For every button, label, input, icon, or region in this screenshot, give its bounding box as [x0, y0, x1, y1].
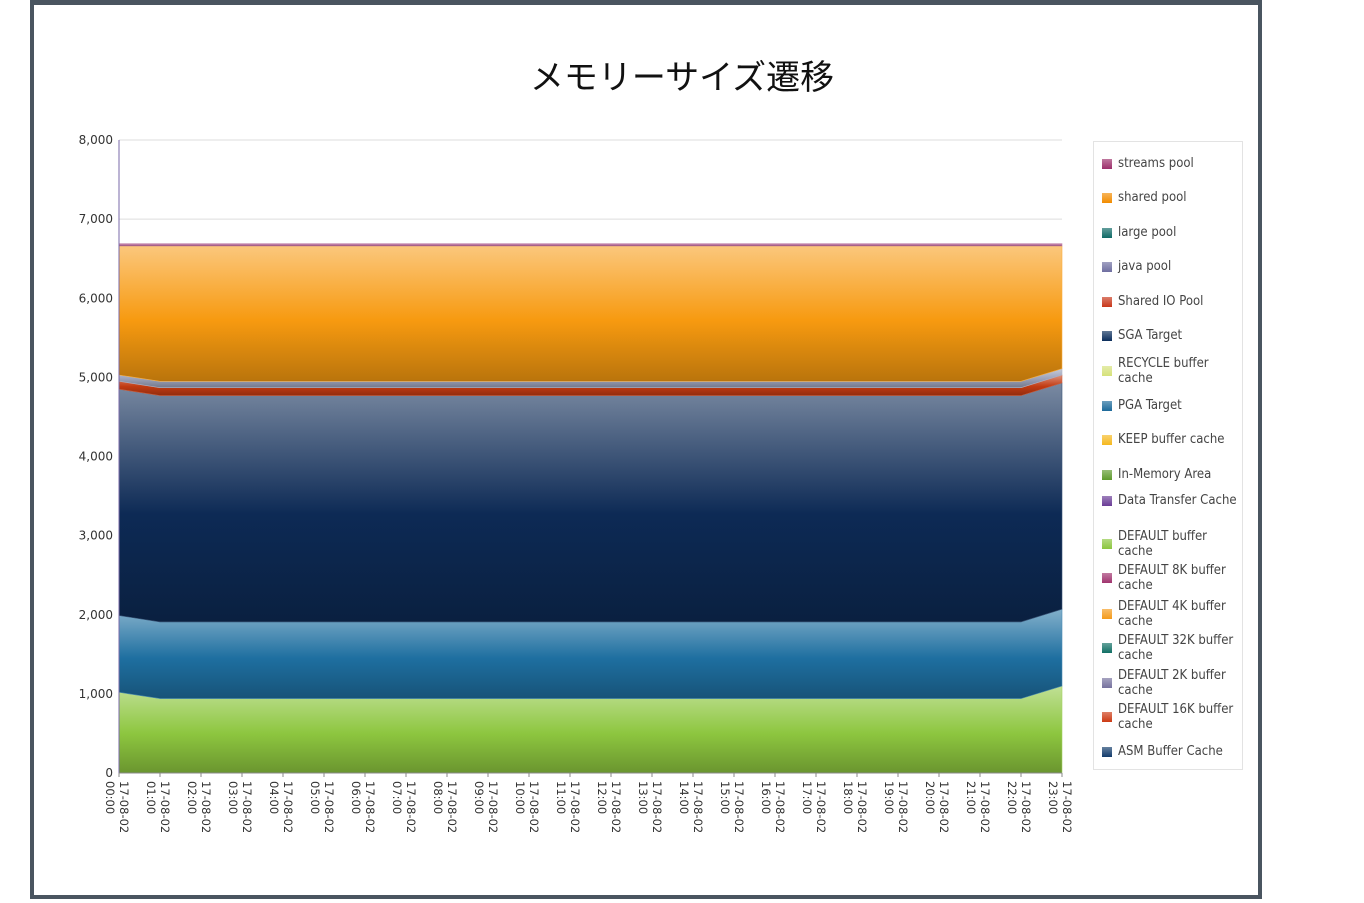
x-tick-label: 17-08-0200:00: [103, 781, 131, 833]
y-tick-label: 8,000: [79, 133, 113, 147]
legend-swatch: [1102, 712, 1112, 722]
legend-item: SGA Target: [1102, 328, 1240, 343]
legend-item: DEFAULT 2K buffer cache: [1102, 668, 1240, 698]
x-tick-label: 17-08-0219:00: [882, 781, 910, 833]
x-tick-label: 17-08-0208:00: [431, 781, 459, 833]
legend-item: shared pool: [1102, 190, 1240, 205]
legend-label: KEEP buffer cache: [1118, 432, 1225, 447]
legend-item: DEFAULT 4K buffer cache: [1102, 599, 1240, 629]
legend-item: Shared IO Pool: [1102, 294, 1240, 309]
y-axis-ticks: 0 1,000 2,000 3,000 4,000 5,000 6,000 7,000 8,00…: [79, 133, 113, 780]
x-tick-label: 17-08-0221:00: [964, 781, 992, 833]
legend-swatch: [1102, 434, 1112, 445]
legend-label: large pool: [1118, 225, 1177, 240]
y-tick-label: 3,000: [79, 529, 113, 543]
y-tick-label: 7,000: [79, 212, 113, 226]
legend-swatch: [1102, 192, 1112, 203]
legend-label: RECYCLE buffer cache: [1118, 356, 1209, 386]
legend-item: java pool: [1102, 259, 1240, 274]
y-tick-label: 4,000: [79, 450, 113, 464]
legend-swatch: [1102, 573, 1112, 583]
legend-label: Shared IO Pool: [1118, 294, 1204, 309]
x-tick-label: 17-08-0216:00: [759, 781, 787, 833]
legend-label: DEFAULT 32K buffer cache: [1118, 633, 1234, 663]
x-axis-ticks: 17-08-0200:00 17-08-0201:00 17-08-0202:00 1…: [103, 773, 1074, 833]
x-tick-label: 17-08-0215:00: [718, 781, 746, 833]
area-series: [118, 243, 1063, 774]
legend-swatch: [1102, 158, 1112, 169]
legend-label: In-Memory Area: [1118, 467, 1212, 482]
legend-item: Data Transfer Cache: [1102, 493, 1240, 508]
legend-swatch: [1102, 261, 1112, 272]
legend-swatch: [1102, 227, 1112, 238]
legend-item: RECYCLE buffer cache: [1102, 356, 1240, 386]
y-tick-label: 5,000: [79, 370, 113, 384]
legend-label: PGA Target: [1118, 398, 1182, 413]
legend-item: DEFAULT buffer cache: [1102, 529, 1240, 559]
x-tick-label: 17-08-0213:00: [636, 781, 664, 833]
legend-swatch: [1102, 609, 1112, 619]
x-tick-label: 17-08-0218:00: [841, 781, 869, 833]
legend-item: DEFAULT 16K buffer cache: [1102, 702, 1240, 732]
legend-swatch: [1102, 495, 1112, 506]
legend-item: ASM Buffer Cache: [1102, 744, 1240, 759]
legend-label: shared pool: [1118, 190, 1187, 205]
legend-label: DEFAULT 2K buffer cache: [1118, 668, 1226, 698]
legend-label: DEFAULT 4K buffer cache: [1118, 599, 1226, 629]
legend-label: DEFAULT buffer cache: [1118, 529, 1207, 559]
legend-item: DEFAULT 32K buffer cache: [1102, 633, 1240, 663]
x-tick-label: 17-08-0222:00: [1005, 781, 1033, 833]
legend-swatch: [1102, 539, 1112, 549]
x-tick-label: 17-08-0214:00: [677, 781, 705, 833]
area-sga-target: [118, 382, 1063, 623]
area-shared-pool: [118, 245, 1063, 382]
x-tick-label: 17-08-0209:00: [472, 781, 500, 833]
x-tick-label: 17-08-0202:00: [185, 781, 213, 833]
legend-item: streams pool: [1102, 156, 1240, 171]
legend-item: In-Memory Area: [1102, 467, 1240, 482]
legend-swatch: [1102, 296, 1112, 307]
x-tick-label: 17-08-0210:00: [513, 781, 541, 833]
legend-label: DEFAULT 16K buffer cache: [1118, 702, 1234, 732]
legend-item: large pool: [1102, 225, 1240, 240]
legend-swatch: [1102, 366, 1112, 376]
x-tick-label: 17-08-0201:00: [144, 781, 172, 833]
chart-title: メモリーサイズ遷移: [529, 58, 835, 98]
legend-item: DEFAULT 8K buffer cache: [1102, 563, 1240, 593]
y-tick-label: 0: [105, 766, 113, 780]
legend-swatch: [1102, 400, 1112, 411]
y-tick-label: 2,000: [79, 608, 113, 622]
legend-swatch: [1102, 469, 1112, 480]
x-tick-label: 17-08-0207:00: [390, 781, 418, 833]
x-tick-label: 17-08-0203:00: [226, 781, 254, 833]
x-tick-label: 17-08-0223:00: [1046, 781, 1074, 833]
legend-label: DEFAULT 8K buffer cache: [1118, 563, 1226, 593]
legend-swatch: [1102, 678, 1112, 688]
area-pga-target: [118, 608, 1063, 699]
area-default-buffer-cache: [118, 685, 1063, 774]
x-tick-label: 17-08-0217:00: [800, 781, 828, 833]
legend-label: ASM Buffer Cache: [1118, 744, 1223, 759]
y-tick-label: 1,000: [79, 687, 113, 701]
axes: [118, 140, 1062, 774]
legend-swatch: [1102, 330, 1112, 341]
legend-item: PGA Target: [1102, 398, 1240, 413]
x-tick-label: 17-08-0206:00: [349, 781, 377, 833]
legend-label: java pool: [1118, 259, 1172, 274]
legend-swatch: [1102, 643, 1112, 653]
area-streams-pool: [118, 243, 1063, 247]
legend: streams pool shared pool large pool java po…: [1093, 141, 1243, 770]
x-tick-label: 17-08-0204:00: [267, 781, 295, 833]
x-tick-label: 17-08-0205:00: [308, 781, 336, 833]
legend-label: streams pool: [1118, 156, 1194, 171]
legend-label: Data Transfer Cache: [1118, 493, 1237, 508]
x-tick-label: 17-08-0212:00: [595, 781, 623, 833]
legend-item: KEEP buffer cache: [1102, 432, 1240, 447]
x-tick-label: 17-08-0211:00: [554, 781, 582, 833]
legend-swatch: [1102, 746, 1112, 757]
legend-label: SGA Target: [1118, 328, 1183, 343]
y-tick-label: 6,000: [79, 291, 113, 305]
x-tick-label: 17-08-0220:00: [923, 781, 951, 833]
